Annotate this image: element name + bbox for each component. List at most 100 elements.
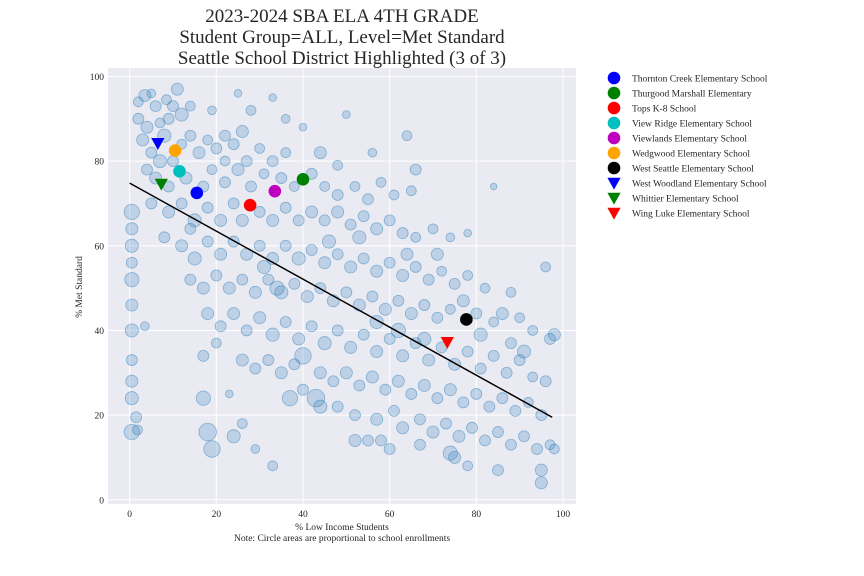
school-point	[517, 344, 532, 359]
school-point	[219, 129, 231, 142]
school-point	[492, 426, 504, 438]
school-point	[300, 290, 314, 304]
x-tick-label: 20	[212, 510, 222, 520]
school-point	[362, 193, 374, 206]
school-point	[210, 337, 222, 349]
school-point	[279, 239, 292, 252]
y-tick-label: 80	[95, 158, 105, 168]
school-point	[158, 231, 171, 244]
school-point	[531, 443, 543, 455]
school-point	[466, 421, 478, 434]
legend-marker	[607, 86, 621, 100]
school-point	[253, 206, 266, 218]
x-tick-label: 40	[298, 510, 308, 520]
school-point	[184, 222, 197, 235]
school-point	[375, 176, 387, 188]
school-point	[203, 440, 221, 458]
school-point	[448, 450, 462, 464]
school-point	[141, 163, 153, 176]
school-point	[175, 197, 188, 210]
school-point	[146, 88, 157, 99]
school-point	[479, 282, 491, 294]
chart-title-line-3: Seattle School District Highlighted (3 o…	[178, 48, 506, 69]
school-point	[505, 337, 517, 350]
plot-area	[108, 68, 576, 504]
legend-label: Whittier Elementary School	[632, 195, 739, 205]
legend-marker	[607, 146, 621, 160]
school-point	[145, 197, 158, 210]
school-point	[236, 273, 249, 286]
school-point	[138, 89, 152, 102]
school-point	[152, 154, 167, 169]
school-point	[184, 273, 197, 286]
legend-label: View Ridge Elementary School	[632, 120, 752, 130]
school-point	[254, 143, 266, 154]
school-point	[262, 273, 275, 286]
highlight-marker	[268, 184, 282, 198]
school-point	[132, 112, 145, 125]
school-point	[505, 438, 517, 451]
school-point	[154, 117, 166, 129]
school-point	[125, 374, 139, 388]
school-point	[445, 232, 456, 243]
school-point	[414, 413, 426, 426]
highlight-marker	[440, 337, 454, 349]
x-axis-label: % Low Income Students	[295, 523, 389, 533]
school-point	[357, 252, 370, 265]
school-point	[349, 409, 361, 422]
school-point	[405, 388, 418, 400]
legend-marker	[607, 71, 621, 85]
school-point	[240, 324, 253, 337]
school-point	[378, 302, 392, 316]
school-point	[331, 400, 344, 413]
school-point	[540, 261, 552, 273]
school-point	[132, 424, 143, 436]
school-point	[367, 147, 378, 158]
school-point	[417, 331, 432, 346]
school-point	[396, 421, 410, 435]
school-point	[470, 307, 483, 320]
school-point	[266, 213, 280, 227]
school-point	[404, 307, 418, 320]
school-point	[513, 354, 526, 366]
school-point	[236, 418, 248, 429]
school-point	[231, 163, 245, 177]
school-point	[443, 383, 457, 397]
chart-title-line-2: Student Group=ALL, Level=Met Standard	[179, 27, 505, 48]
school-point	[353, 379, 366, 392]
school-point	[318, 214, 331, 227]
school-point	[410, 231, 422, 243]
school-point	[383, 256, 396, 269]
x-tick-label: 0	[127, 510, 132, 520]
school-point	[331, 324, 344, 337]
school-point	[344, 218, 357, 231]
school-point	[401, 130, 413, 142]
school-point	[124, 272, 140, 288]
x-tick-label: 100	[556, 510, 571, 520]
school-point	[463, 228, 472, 238]
school-point	[298, 123, 308, 132]
legend-marker	[607, 101, 621, 115]
school-point	[534, 463, 548, 477]
school-point	[405, 185, 417, 197]
y-tick-label: 0	[99, 496, 104, 506]
legend-label: Wedgwood Elementary School	[632, 150, 750, 160]
highlight-marker	[190, 186, 204, 200]
highlight-marker	[460, 313, 473, 326]
school-point	[253, 239, 266, 252]
school-point	[462, 270, 474, 281]
school-point	[392, 294, 405, 307]
school-point	[349, 181, 361, 192]
school-point	[281, 390, 299, 407]
school-point	[267, 460, 279, 472]
school-point	[198, 422, 217, 442]
school-point	[414, 438, 426, 451]
chart-title-line-1: 2023-2024 SBA ELA 4TH GRADE	[205, 6, 478, 27]
school-point	[352, 230, 367, 245]
legend-marker	[607, 177, 621, 190]
school-point	[279, 316, 292, 328]
legend-label: Tops K-8 School	[632, 105, 697, 115]
school-point	[461, 345, 474, 358]
school-point	[235, 125, 249, 138]
